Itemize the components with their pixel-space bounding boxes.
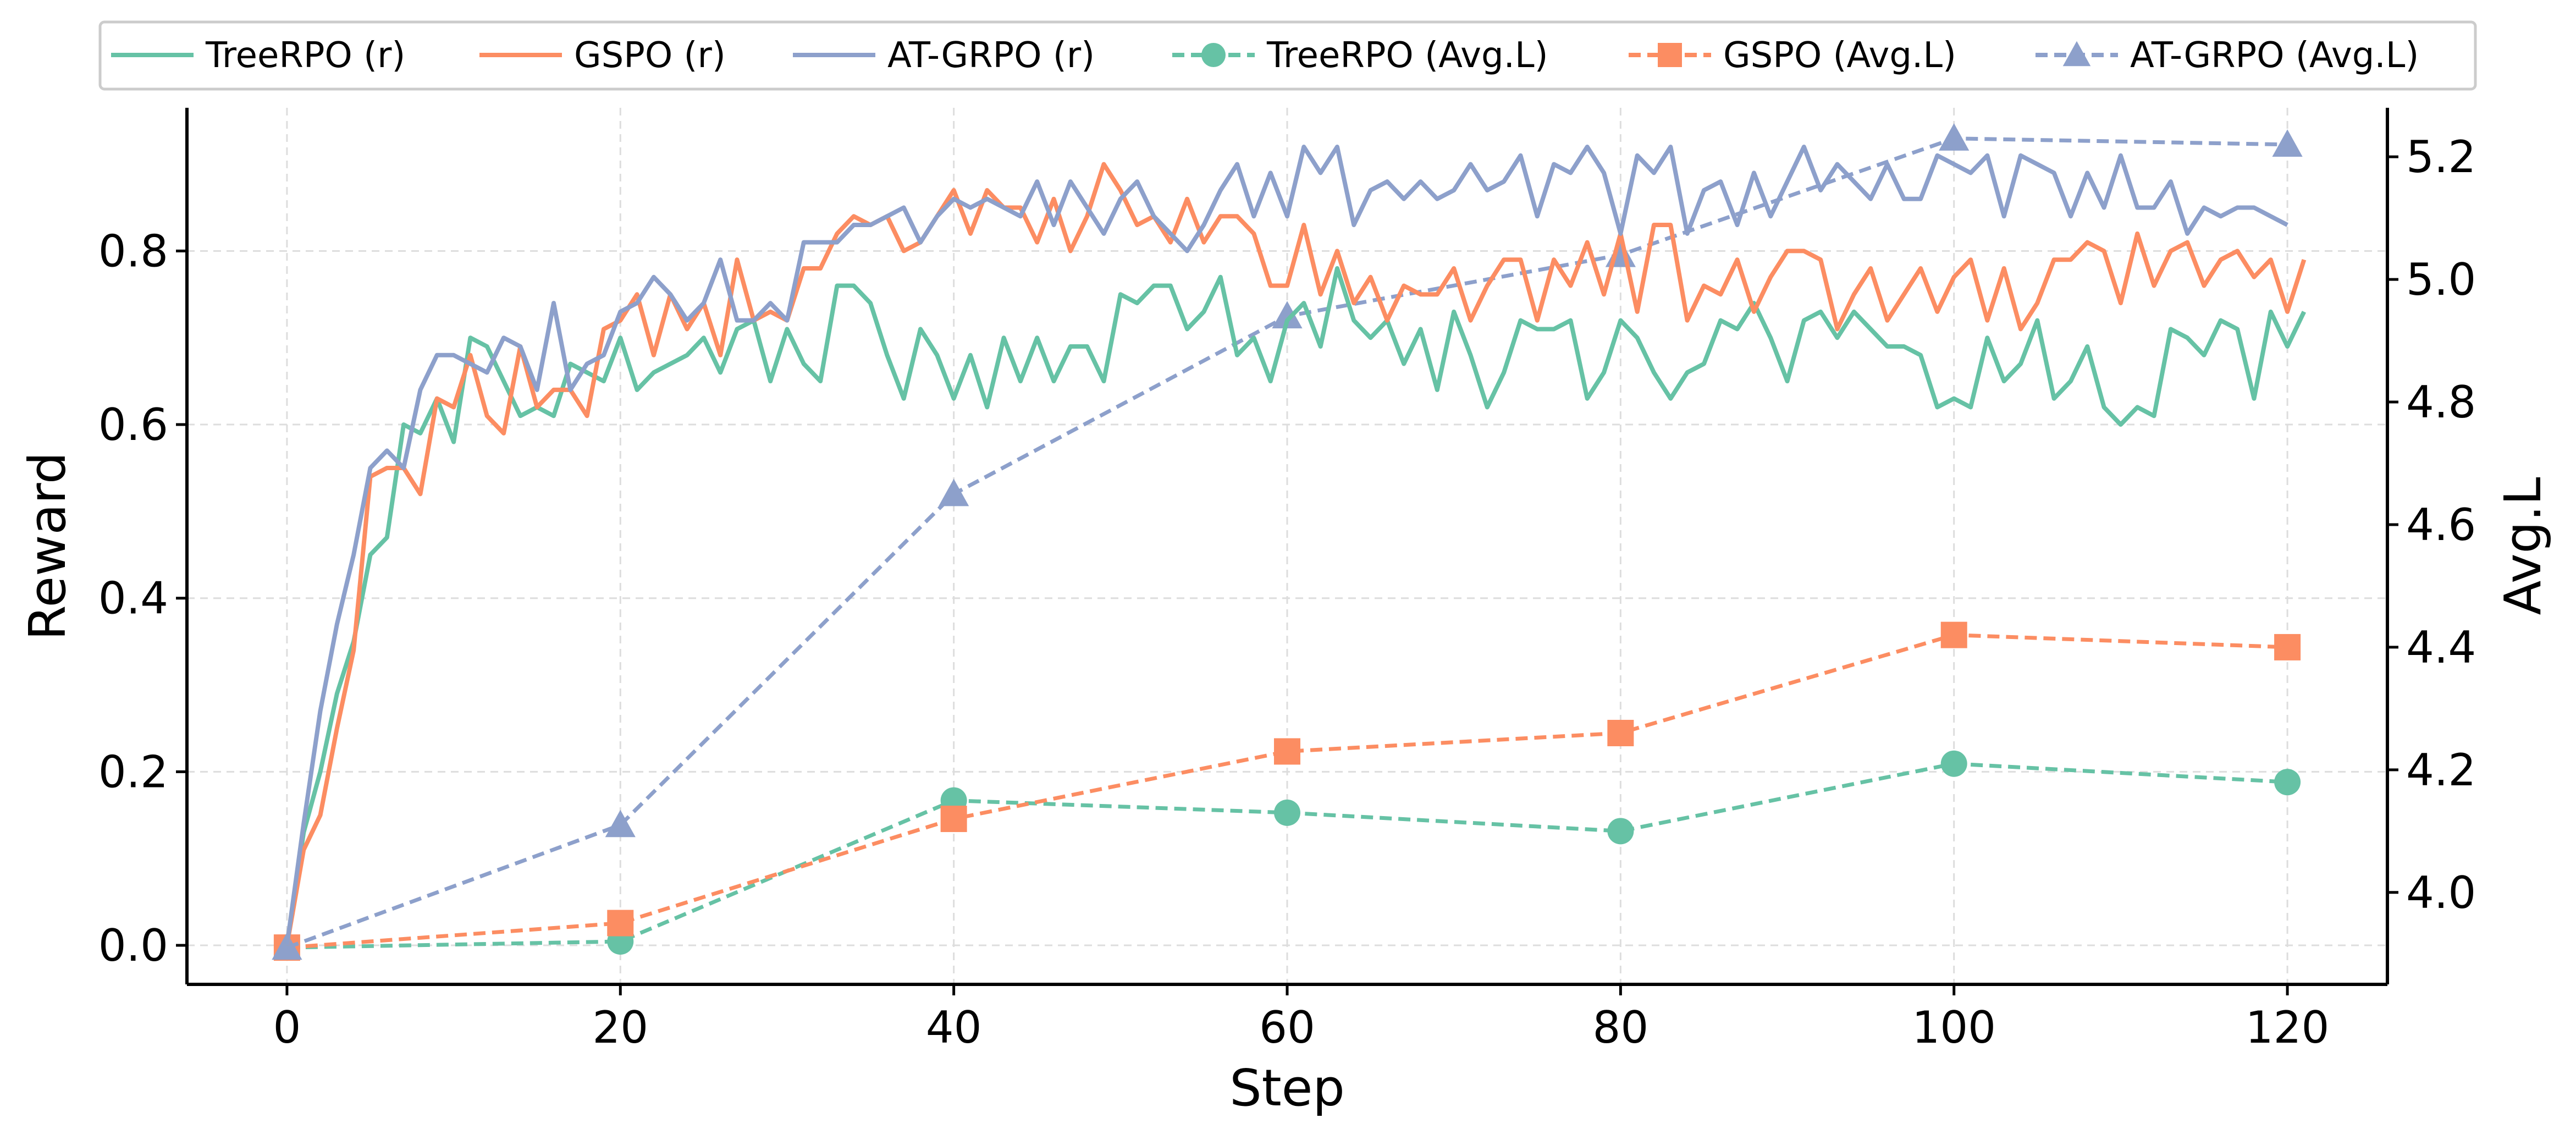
y-left-tick-label: 0.6: [98, 399, 168, 450]
data-point-gspo-avg-l: [607, 910, 634, 937]
series-at-grpo-avg-l: [272, 123, 2303, 960]
data-point-at-grpo-avg-l: [605, 809, 636, 838]
x-tick-label: 0: [273, 1002, 301, 1053]
data-point-at-grpo-avg-l: [939, 478, 969, 506]
y-right-axis-ticks: 4.0 4.2 4.4 4.6 4.8 5.0 5.2: [2387, 131, 2476, 918]
y-right-tick-label: 5.0: [2406, 254, 2476, 305]
x-axis-ticks: 0 20 40 60 80 100 120: [273, 984, 2329, 1053]
series-layer: [272, 123, 2307, 961]
y-left-tick-label: 0.0: [98, 920, 168, 971]
legend-label: GSPO (Avg.L): [1723, 35, 1956, 76]
series-line-at-grpo-r: [284, 145, 2288, 946]
data-point-treerpo-avg-l: [1274, 799, 1300, 826]
y-left-axis-ticks: 0.0 0.2 0.4 0.6 0.8: [98, 225, 187, 971]
legend-label: AT-GRPO (Avg.L): [2130, 35, 2419, 76]
y-left-axis-title: Reward: [18, 452, 77, 641]
data-point-treerpo-avg-l: [2274, 769, 2301, 796]
x-tick-label: 20: [592, 1002, 648, 1053]
legend-frame: [98, 20, 2477, 91]
y-left-tick-label: 0.8: [98, 225, 168, 277]
legend-marker: [1658, 43, 1682, 67]
legend-label: GSPO (r): [574, 35, 726, 76]
series-treerpo-r: [284, 266, 2307, 946]
data-point-treerpo-avg-l: [1940, 750, 1967, 777]
legend-marker: [1201, 43, 1226, 67]
legend-label: AT-GRPO (r): [887, 35, 1095, 76]
y-right-tick-label: 4.0: [2406, 867, 2476, 918]
data-point-at-grpo-avg-l: [1272, 301, 1303, 329]
legend-item-gspo-avg-l: GSPO (Avg.L): [1629, 35, 1956, 76]
legend: TreeRPO (r) GSPO (r) AT-GRPO (r) TreeRPO (A…: [98, 20, 2477, 91]
y-right-tick-label: 4.4: [2406, 622, 2476, 673]
legend-item-gspo-r: GSPO (r): [479, 35, 726, 76]
y-left-tick-label: 0.2: [98, 746, 168, 797]
data-point-at-grpo-avg-l: [2272, 129, 2303, 157]
legend-label: TreeRPO (r): [205, 35, 405, 76]
y-left-tick-label: 0.4: [98, 573, 168, 624]
series-at-grpo-r: [284, 145, 2288, 946]
legend-item-treerpo-avg-l: TreeRPO (Avg.L): [1172, 35, 1548, 76]
legend-label: TreeRPO (Avg.L): [1266, 35, 1548, 76]
y-right-tick-label: 4.2: [2406, 745, 2476, 796]
data-point-treerpo-avg-l: [1607, 818, 1634, 845]
grid-lines: [187, 108, 2387, 984]
x-tick-label: 60: [1259, 1002, 1315, 1053]
x-tick-label: 120: [2246, 1002, 2330, 1053]
x-tick-label: 100: [1912, 1002, 1996, 1053]
series-gspo-r: [284, 162, 2307, 946]
x-tick-label: 80: [1592, 1002, 1648, 1053]
y-right-axis-title: Avg.L: [2494, 477, 2552, 615]
y-right-tick-label: 4.6: [2406, 499, 2476, 550]
data-point-gspo-avg-l: [1940, 621, 1967, 648]
legend-item-at-grpo-avg-l: AT-GRPO (Avg.L): [2036, 35, 2419, 76]
y-right-tick-label: 5.2: [2406, 131, 2476, 183]
x-tick-label: 40: [926, 1002, 982, 1053]
data-point-gspo-avg-l: [2274, 634, 2301, 660]
series-gspo-avg-l: [273, 621, 2301, 961]
series-line-treerpo-r: [284, 266, 2307, 946]
data-point-at-grpo-avg-l: [1939, 123, 1970, 151]
legend-item-treerpo-r: TreeRPO (r): [111, 35, 405, 76]
legend-marker: [2062, 41, 2091, 67]
y-right-tick-label: 4.8: [2406, 377, 2476, 428]
data-point-at-grpo-avg-l: [272, 932, 302, 960]
series-line-gspo-r: [284, 162, 2307, 946]
data-point-gspo-avg-l: [1607, 719, 1634, 746]
data-point-gspo-avg-l: [940, 806, 967, 833]
legend-item-at-grpo-r: AT-GRPO (r): [793, 35, 1095, 76]
x-axis-title: Step: [1229, 1059, 1344, 1117]
data-point-gspo-avg-l: [1274, 738, 1300, 765]
